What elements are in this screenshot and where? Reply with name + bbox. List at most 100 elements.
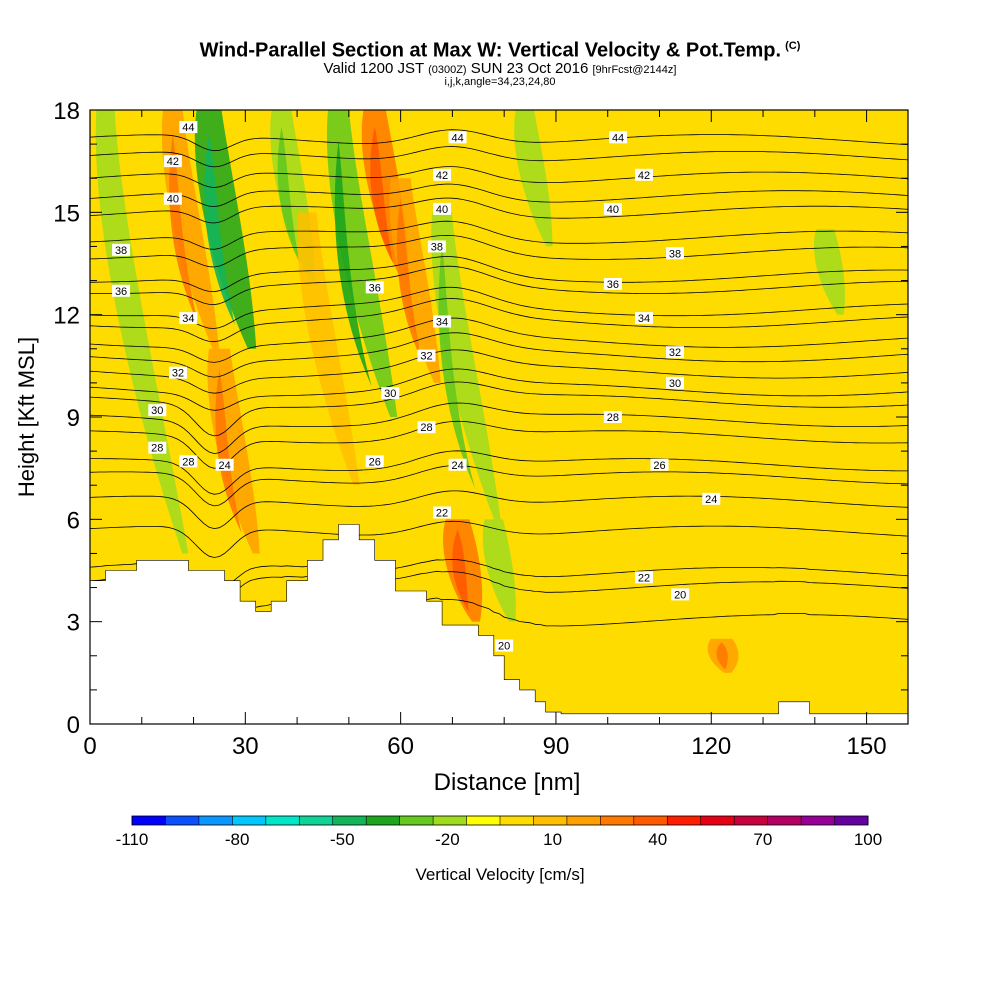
colorbar-tick-label: 100: [854, 830, 882, 849]
contour-label: 24: [705, 494, 717, 506]
contour-label: 42: [167, 156, 179, 168]
colorbar-swatch: [265, 816, 300, 825]
colorbar-swatch: [500, 816, 534, 825]
isentrope-line: [90, 465, 908, 507]
y-tick-label: 3: [67, 610, 80, 637]
colorbar-swatch: [433, 816, 468, 825]
contour-label-bg: [433, 506, 452, 519]
contour-label-bg: [650, 458, 669, 471]
colorbar-swatch: [366, 816, 401, 825]
contour-label-bg: [381, 387, 400, 400]
contour-label: 22: [638, 572, 650, 584]
contour-label-bg: [365, 455, 384, 468]
contour-label-bg: [671, 588, 690, 601]
velocity-feature-core: [334, 140, 372, 387]
isentrope-line: [90, 490, 908, 530]
contour-label-bg: [495, 639, 514, 652]
contour-label-bg: [433, 168, 452, 181]
x-tick-label: 120: [691, 733, 731, 760]
colorbar-swatch: [700, 816, 735, 825]
colorbar-tick-label: -80: [225, 830, 250, 849]
velocity-feature-core: [215, 369, 242, 533]
contour-label: 28: [182, 456, 194, 468]
isentrope-line: [90, 368, 908, 411]
colorbar-swatch: [399, 816, 434, 825]
isentrope-line: [90, 286, 908, 329]
contour-label-bg: [417, 349, 436, 362]
velocity-feature: [297, 212, 360, 486]
contour-label: 30: [151, 405, 163, 417]
colorbar-swatch: [834, 816, 869, 825]
contour-label: 34: [638, 313, 650, 325]
contour-label: 28: [151, 443, 163, 455]
contour-label: 36: [607, 279, 619, 291]
axis-ticks: [89, 109, 908, 725]
contour-label: 30: [384, 388, 396, 400]
isentrope-line: [90, 332, 908, 378]
contour-label-bg: [448, 458, 467, 471]
contour-label: 40: [607, 204, 619, 216]
colorbar-swatch: [132, 816, 166, 825]
contour-label-bg: [603, 202, 622, 215]
contour-label: 44: [451, 132, 463, 144]
contour-label: 30: [669, 378, 681, 390]
contour-label: 24: [218, 460, 230, 472]
contour-label: 28: [607, 412, 619, 424]
contour-label-bg: [112, 243, 131, 256]
colorbar-swatch: [801, 816, 836, 825]
colorbar-swatch: [232, 816, 267, 825]
colorbar-swatch: [165, 816, 200, 825]
isentrope-line: [90, 265, 908, 306]
y-tick-label: 6: [67, 507, 80, 534]
contour-label-bg: [603, 411, 622, 423]
isentrope-line: [90, 349, 908, 394]
terrain-mask: [89, 524, 909, 725]
chart-subtitle-indices: i,j,k,angle=34,23,24,80: [444, 75, 556, 88]
velocity-feature-core: [396, 198, 423, 363]
contour-label: 32: [669, 347, 681, 359]
y-tick-label: 9: [67, 405, 80, 432]
contour-label-bg: [112, 284, 131, 297]
contour-label-bg: [179, 312, 198, 325]
contour-label: 36: [115, 286, 127, 298]
colorbar-tick-label: 70: [753, 830, 772, 849]
colorbar-swatch: [198, 816, 233, 825]
contour-label-bg: [433, 315, 452, 328]
contour-label: 32: [420, 351, 432, 363]
colorbar-swatch: [767, 816, 802, 825]
contour-label: 38: [669, 248, 681, 260]
velocity-feature-core: [452, 529, 469, 612]
colorbar-swatch: [667, 816, 702, 825]
isentrope-line: [90, 317, 908, 363]
x-tick-label: 150: [847, 733, 887, 760]
contour-label-bg: [666, 376, 685, 389]
isentrope-line: [90, 402, 908, 455]
contour-label-bg: [634, 312, 653, 325]
colorbar-swatch: [466, 816, 501, 825]
contour-label: 36: [369, 282, 381, 294]
contour-label: 42: [436, 170, 448, 182]
x-axis-label: Distance [nm]: [434, 769, 581, 796]
isentrope-line: [90, 520, 908, 558]
contour-label: 20: [674, 589, 686, 601]
isentrope-line: [90, 197, 908, 224]
contour-label-bg: [634, 571, 653, 584]
isentrope-line: [90, 381, 908, 437]
y-tick-label: 0: [67, 712, 80, 739]
colorbar-swatch: [566, 816, 601, 825]
colorbar-swatch: [633, 816, 668, 825]
contour-label-bg: [163, 155, 182, 168]
contour-label: 28: [420, 422, 432, 434]
colorbar-swatch: [533, 816, 568, 825]
contour-label-bg: [433, 202, 452, 215]
x-tick-label: 0: [83, 733, 96, 760]
isentrope-line: [90, 166, 908, 188]
velocity-feature-core: [370, 127, 394, 264]
contour-label: 44: [612, 132, 624, 144]
contour-label-bg: [448, 131, 467, 144]
colorbar-tick-label: -50: [330, 830, 355, 849]
x-tick-label: 30: [232, 733, 259, 760]
contour-label-bg: [666, 346, 685, 359]
colorbar-label: Vertical Velocity [cm/s]: [415, 865, 584, 884]
